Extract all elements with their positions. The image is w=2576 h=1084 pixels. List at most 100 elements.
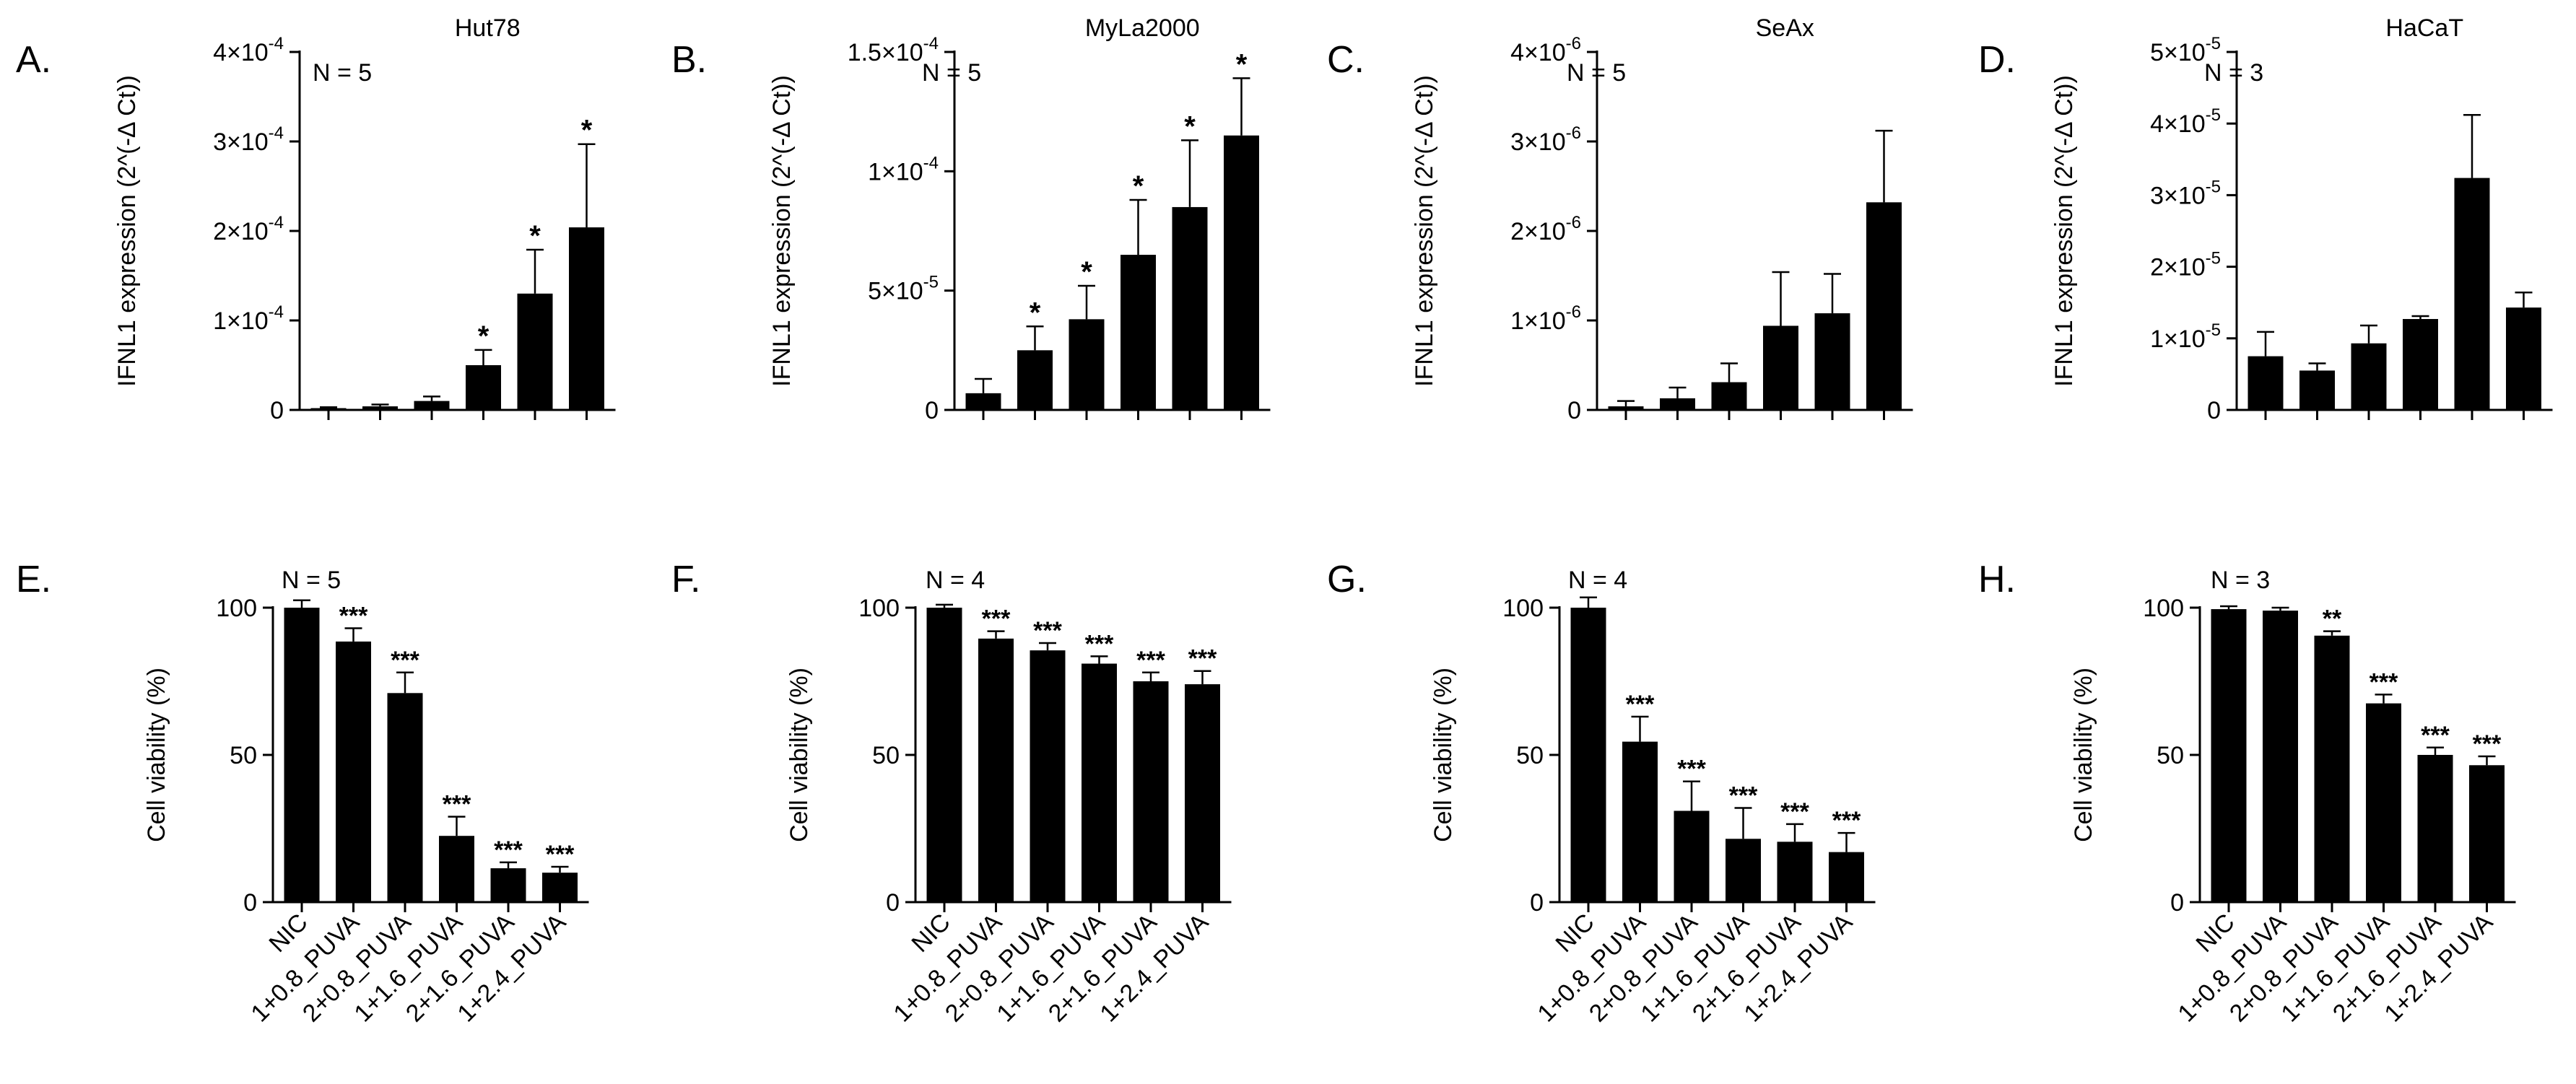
y-tick-label: 50: [872, 742, 900, 769]
panel-letter: H.: [1978, 559, 2016, 600]
bar: [2417, 755, 2453, 902]
y-tick-exponent: -5: [2206, 320, 2221, 340]
y-tick-label: 3×10-5: [2150, 177, 2221, 209]
y-tick-exponent: -6: [1566, 123, 1581, 143]
significance-marker: ***: [1136, 647, 1165, 674]
y-tick-label: 50: [1516, 742, 1544, 769]
significance-marker: *: [529, 220, 541, 252]
y-tick-base: 1×10: [2150, 325, 2206, 353]
bar: [362, 406, 398, 410]
y-tick-label: 0: [243, 889, 257, 917]
y-tick-label: 100: [216, 595, 257, 622]
bar: [1777, 842, 1813, 902]
significance-marker: ***: [494, 836, 523, 864]
bar: [1763, 325, 1798, 410]
bar: [1608, 406, 1644, 410]
significance-marker: *: [1030, 297, 1041, 328]
y-axis-label: Cell viability (%): [1430, 668, 1457, 842]
n-label: N = 3: [2204, 59, 2263, 87]
y-axis-label: Cell viability (%): [2070, 668, 2097, 842]
bar: [542, 873, 578, 902]
bar: [414, 401, 450, 410]
y-tick-exponent: -5: [923, 273, 939, 292]
y-tick-exponent: -6: [1566, 213, 1581, 232]
y-tick-exponent: -5: [2206, 249, 2221, 268]
y-tick-exponent: -4: [269, 213, 284, 232]
y-tick-label: 1×10-4: [868, 153, 939, 185]
y-tick-base: 2×10: [213, 218, 269, 245]
y-axis-label: Cell viability (%): [786, 668, 813, 842]
panel-letter: G.: [1327, 559, 1367, 600]
bar: [1133, 681, 1169, 902]
significance-marker: ***: [443, 791, 471, 818]
bar: [1570, 608, 1606, 902]
y-tick-label: 1×10-5: [2150, 320, 2221, 353]
significance-marker: *: [478, 320, 489, 352]
y-tick-label: 0: [2170, 889, 2184, 917]
y-tick-label: 5×10-5: [868, 273, 939, 305]
bar: [926, 608, 962, 902]
panel-letter: A.: [16, 39, 51, 81]
y-tick-exponent: -4: [923, 34, 939, 53]
bar: [2351, 343, 2387, 410]
y-tick-exponent: -6: [1566, 34, 1581, 53]
y-axis-label: IFNL1 expression (2^(-Δ Ct)): [768, 75, 796, 387]
y-tick-base: 3×10: [213, 128, 269, 156]
y-tick-label: 5×10-5: [2150, 34, 2221, 66]
y-tick-base: 5×10: [868, 278, 923, 305]
bar: [1726, 839, 1761, 902]
y-tick-label: 50: [230, 742, 257, 769]
bar: [2211, 609, 2247, 902]
y-tick-exponent: -5: [2206, 177, 2221, 196]
y-tick-label: 0: [886, 889, 900, 917]
n-label: N = 3: [2211, 567, 2270, 594]
bar: [1030, 650, 1066, 902]
y-tick-base: 3×10: [2150, 182, 2206, 209]
bar: [1660, 398, 1695, 410]
bar: [1224, 135, 1259, 410]
bar: [1185, 684, 1220, 902]
y-tick-label: 3×10-6: [1510, 123, 1581, 156]
significance-marker: ***: [982, 606, 1011, 633]
bar: [1017, 350, 1053, 410]
y-tick-label: 2×10-5: [2150, 249, 2221, 281]
y-tick-exponent: -4: [269, 123, 284, 143]
significance-marker: *: [1081, 256, 1092, 288]
y-tick-label: 100: [2143, 595, 2184, 622]
significance-marker: *: [581, 115, 593, 147]
y-tick-label: 100: [858, 595, 900, 622]
significance-marker: ***: [1033, 617, 1062, 644]
y-tick-base: 1.5×10: [848, 39, 923, 66]
significance-marker: ***: [1085, 630, 1114, 657]
chart-title: HaCaT: [2385, 14, 2463, 42]
bar: [2299, 370, 2335, 410]
y-tick-exponent: -5: [2206, 34, 2221, 53]
y-axis-label: IFNL1 expression (2^(-Δ Ct)): [2050, 75, 2078, 387]
bar: [1866, 202, 1902, 410]
y-tick-base: 3×10: [1510, 128, 1566, 156]
significance-marker: *: [1184, 110, 1196, 142]
y-tick-base: 1×10: [868, 158, 923, 185]
y-tick-exponent: -4: [269, 34, 284, 53]
bar: [978, 638, 1014, 902]
bar: [1814, 313, 1850, 410]
bar: [490, 868, 526, 902]
n-label: N = 4: [1568, 567, 1627, 594]
y-tick-label: 0: [1567, 397, 1581, 424]
y-tick-base: 4×10: [2150, 110, 2206, 138]
bar: [2366, 703, 2401, 902]
significance-marker: ***: [2421, 722, 2450, 749]
bar: [517, 293, 553, 410]
bar: [1674, 810, 1710, 902]
bar: [466, 365, 501, 410]
bar: [1069, 319, 1105, 410]
significance-marker: **: [2323, 606, 2342, 633]
y-tick-label: 4×10-6: [1510, 34, 1581, 66]
bar: [1082, 663, 1117, 902]
significance-marker: ***: [339, 603, 368, 630]
y-axis-label: IFNL1 expression (2^(-Δ Ct)): [1411, 75, 1438, 387]
